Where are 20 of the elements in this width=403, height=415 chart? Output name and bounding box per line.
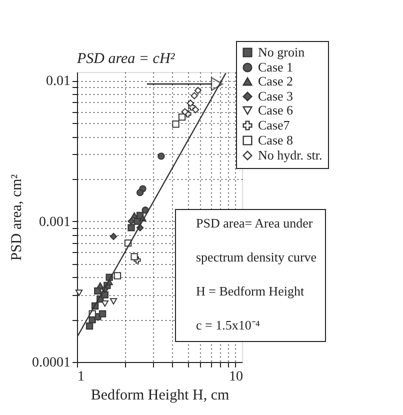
annotation: spectrum density curve bbox=[196, 250, 317, 264]
legend-label: Case 3 bbox=[258, 88, 294, 104]
legend-label: Case 2 bbox=[258, 74, 294, 88]
x-tick-label: 10 bbox=[228, 370, 243, 384]
annotation: c = 1.5x10⁻⁴ bbox=[196, 318, 260, 332]
legend-label: Case 1 bbox=[258, 60, 294, 74]
legend-label: Case7 bbox=[258, 118, 290, 132]
annotation: H = Bedform Height bbox=[196, 284, 304, 298]
legend-label: No hydr. str. bbox=[258, 148, 322, 162]
text: PSD area = cH² bbox=[76, 51, 176, 67]
x-tick-label: 1 bbox=[78, 370, 84, 384]
y-tick-label: 0.01 bbox=[46, 74, 70, 90]
x-axis-title: Bedform Height H, cm bbox=[90, 388, 230, 404]
annotation: PSD area= Area under bbox=[196, 216, 314, 230]
y-tick-label: 0.001 bbox=[39, 214, 70, 230]
y-tick-label: 0.0001 bbox=[32, 356, 70, 370]
y-axis-title: PSD area, cm² bbox=[9, 174, 25, 261]
legend-label: Case 8 bbox=[258, 132, 294, 148]
legend-label: Case 6 bbox=[258, 102, 294, 118]
legend-label: No groin bbox=[258, 44, 306, 60]
